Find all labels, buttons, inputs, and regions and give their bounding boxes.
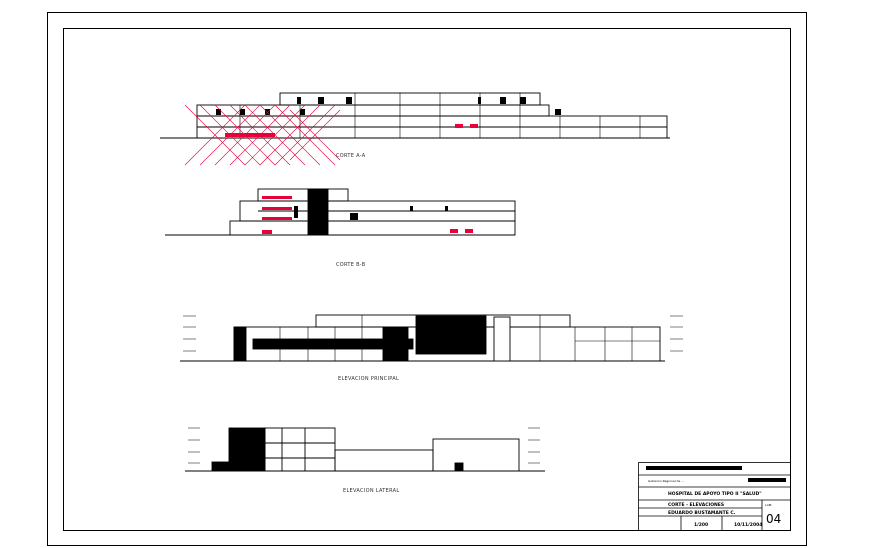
view-label: ELEVACION LATERAL	[343, 488, 400, 494]
scale-value: 1/200	[694, 522, 708, 528]
project-name: HOSPITAL DE APOYO TIPO II "SALUD"	[668, 491, 762, 497]
sheet-label: LAM.	[765, 503, 772, 507]
sheet-number: 04	[766, 512, 781, 526]
view-label: ELEVACION PRINCIPAL	[338, 376, 399, 382]
hatch-pattern	[184, 104, 341, 166]
view-label: CORTE A-A	[336, 153, 366, 159]
main-elevation	[180, 314, 683, 362]
section-b-b	[165, 188, 516, 236]
section-a-a	[160, 92, 670, 166]
outer-frame	[47, 12, 807, 546]
author-name: EDUARDO BUSTAMANTE C.	[668, 510, 736, 516]
view-label: CORTE B-B	[336, 262, 366, 268]
date-value: 10/11/2004	[734, 522, 762, 528]
side-elevation	[185, 427, 545, 472]
inner-frame	[63, 28, 791, 531]
sheet-content: CORTE - ELEVACIONES	[668, 502, 724, 508]
title-block	[638, 462, 791, 531]
entity-name: Gobierno Regional de ...	[648, 479, 684, 483]
